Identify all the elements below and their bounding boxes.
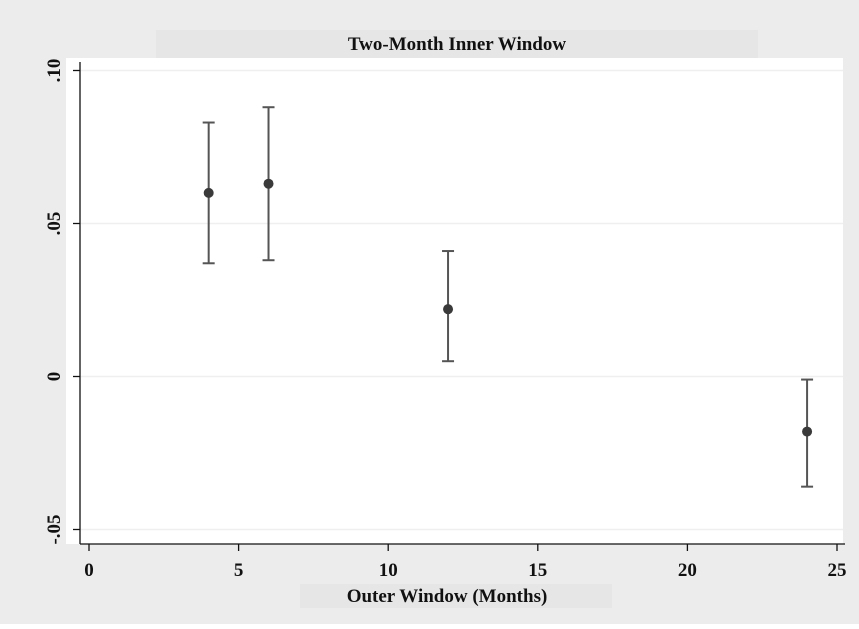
- data-point-group: [801, 378, 814, 488]
- data-point: [263, 178, 274, 189]
- data-point-group: [202, 121, 215, 265]
- gridlines: [80, 69, 843, 531]
- x-tick-label: 25: [828, 560, 847, 581]
- data-point-group: [262, 106, 275, 262]
- plot-area: [66, 58, 843, 544]
- data-marks: [202, 106, 814, 488]
- y-tick-label: .05: [44, 212, 65, 236]
- chart-title: Two-Month Inner Window: [348, 34, 566, 55]
- data-point: [802, 426, 813, 437]
- x-tick-label: 10: [379, 560, 398, 581]
- x-tick-label: 15: [528, 560, 547, 581]
- title-band: [156, 30, 758, 58]
- x-axis-label: Outer Window (Months): [347, 586, 548, 607]
- data-point-group: [442, 250, 455, 363]
- data-point: [203, 187, 214, 198]
- y-tick-label: 0: [44, 372, 65, 382]
- x-tick-label: 20: [678, 560, 697, 581]
- y-tick-label: -.05: [44, 514, 65, 544]
- data-point: [443, 304, 454, 315]
- axes: -.05 0 .05 .10 0 5 10 15 20 25: [44, 59, 847, 581]
- x-tick-label: 5: [234, 560, 244, 581]
- x-tick-label: 0: [84, 560, 94, 581]
- y-tick-label: .10: [44, 59, 65, 83]
- xlabel-band: [300, 584, 612, 608]
